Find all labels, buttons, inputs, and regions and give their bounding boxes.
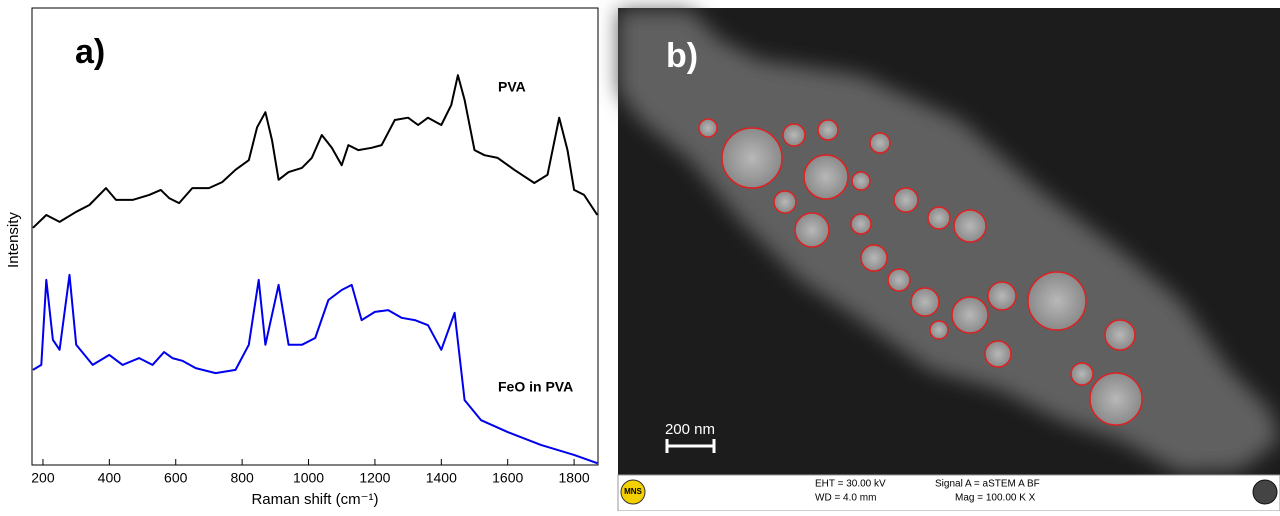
- plot-frame: [31, 7, 599, 466]
- particle-circle: [893, 187, 919, 213]
- particle-circle: [1027, 271, 1087, 331]
- particle-circle: [887, 268, 911, 292]
- particle-circle: [910, 287, 940, 317]
- particle-circle: [794, 212, 830, 248]
- particle-circle: [850, 213, 872, 235]
- x-tick-label: 1000: [293, 470, 324, 486]
- particle-circle: [698, 118, 718, 138]
- x-tick-label: 400: [98, 470, 122, 486]
- panel-label: b): [666, 37, 698, 75]
- particle-circle: [860, 244, 888, 272]
- particle-circle: [782, 123, 806, 147]
- x-tick-label: 1400: [426, 470, 457, 486]
- scale-bar: [665, 439, 716, 453]
- x-tick-label: 800: [230, 470, 254, 486]
- particle-circle: [869, 132, 891, 154]
- x-axis-label: Raman shift (cm⁻¹): [251, 491, 378, 508]
- particle-cluster: [618, 10, 1280, 472]
- series-label: FeO in PVA: [498, 379, 573, 395]
- particle-circle: [953, 209, 987, 243]
- logo-text: MNS: [624, 487, 642, 496]
- particle-circle: [984, 340, 1012, 368]
- logo: [620, 479, 646, 505]
- mag: Mag = 100.00 K X: [955, 493, 1036, 504]
- particle-circle: [1089, 372, 1143, 426]
- particle-circle: [803, 154, 849, 200]
- x-tick-label: 1800: [559, 470, 590, 486]
- x-tick-label: 200: [31, 470, 55, 486]
- panel-label: a): [75, 33, 105, 71]
- micrograph: b) 200 nm MNS EHT = 30.00 kV WD = 4.0 mm…: [617, 8, 1280, 512]
- particle-circle: [1070, 362, 1094, 386]
- particle-circle: [773, 190, 797, 214]
- x-tick-label: 1200: [359, 470, 390, 486]
- particle-circle: [1104, 319, 1136, 351]
- particle-circle: [987, 281, 1017, 311]
- particle-circle: [929, 320, 949, 340]
- particle-circle: [851, 171, 871, 191]
- scale-bar-label: 200 nm: [665, 421, 715, 438]
- spectrum-line: [32, 273, 598, 465]
- x-tick-label: 1600: [492, 470, 523, 486]
- x-tick-label: 600: [164, 470, 188, 486]
- eht: EHT = 30.00 kV: [815, 479, 886, 490]
- y-axis-label: Intensity: [5, 212, 22, 268]
- signal: Signal A = aSTEM A BF: [935, 479, 1040, 490]
- seal: [1252, 479, 1278, 505]
- raman-chart: a) Raman shift (cm⁻¹) Intensity 200 400 60…: [5, 7, 599, 508]
- nanoparticle-markers: [698, 118, 1143, 426]
- particle-circle: [927, 206, 951, 230]
- spectrum-line: [32, 74, 599, 229]
- series-label: PVA: [498, 79, 526, 95]
- particle-circle: [951, 296, 989, 334]
- wd: WD = 4.0 mm: [815, 493, 876, 504]
- particle-circle: [817, 119, 839, 141]
- particle-circle: [721, 127, 783, 189]
